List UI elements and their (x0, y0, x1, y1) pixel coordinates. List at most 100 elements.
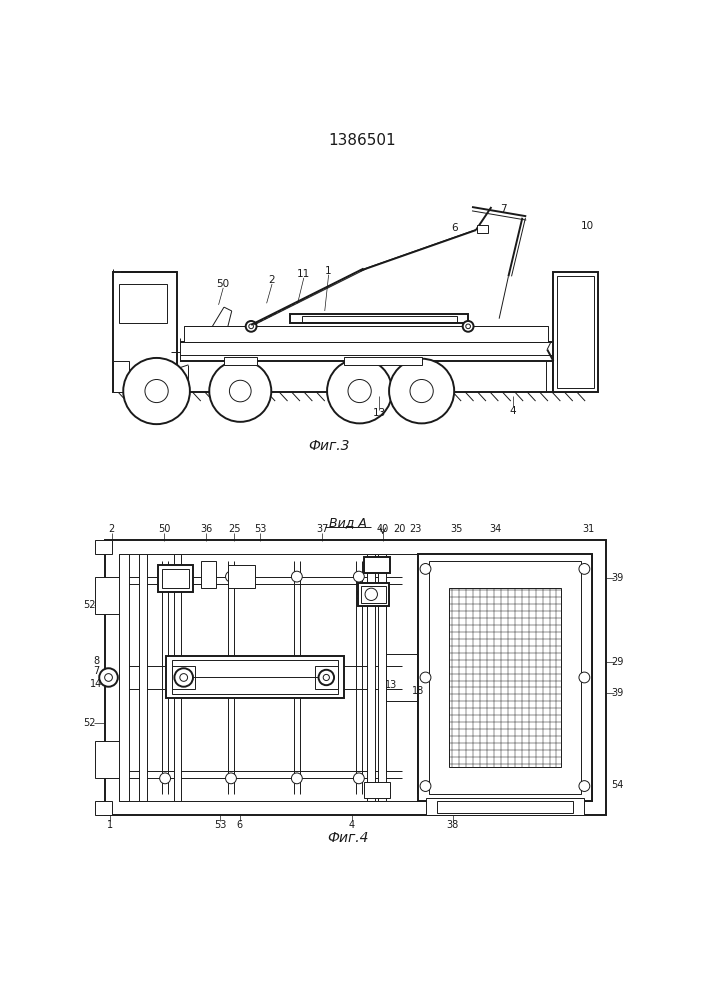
Circle shape (123, 358, 190, 424)
Text: 56: 56 (355, 591, 368, 601)
Circle shape (291, 773, 303, 784)
Bar (162, 569, 189, 588)
Text: 53: 53 (255, 524, 267, 534)
Text: 54: 54 (612, 780, 624, 790)
Circle shape (105, 674, 112, 681)
Text: 6: 6 (236, 820, 243, 830)
Bar (301, 316, 457, 322)
Text: 52: 52 (83, 600, 96, 610)
Text: 18: 18 (194, 665, 207, 675)
Text: 23: 23 (409, 524, 421, 534)
Text: 34: 34 (489, 524, 501, 534)
Circle shape (145, 379, 168, 403)
Text: 35: 35 (450, 524, 462, 534)
Bar (361, 586, 386, 603)
Circle shape (389, 359, 454, 423)
Bar (95, 801, 112, 815)
Text: 15: 15 (260, 688, 273, 698)
Bar (224, 357, 257, 365)
Bar (119, 554, 129, 801)
Bar (172, 666, 195, 689)
Bar (174, 554, 182, 801)
Text: 25: 25 (228, 524, 240, 534)
Circle shape (579, 564, 590, 574)
Text: 8: 8 (93, 656, 99, 666)
Bar (358, 583, 389, 606)
Bar (426, 798, 585, 815)
Text: 39: 39 (612, 573, 624, 583)
Circle shape (175, 668, 193, 687)
Text: 20: 20 (394, 524, 406, 534)
Text: 1: 1 (107, 820, 113, 830)
Text: 14: 14 (90, 679, 103, 689)
Circle shape (420, 564, 431, 574)
Text: 40: 40 (377, 524, 389, 534)
Circle shape (160, 773, 170, 784)
Circle shape (246, 321, 257, 332)
Text: 10: 10 (581, 221, 594, 231)
Bar (95, 540, 112, 554)
Text: 1386501: 1386501 (328, 133, 396, 148)
Circle shape (466, 324, 470, 329)
Text: 6: 6 (451, 223, 457, 233)
Bar (344, 357, 421, 365)
Bar (557, 276, 595, 388)
Text: 4: 4 (510, 406, 516, 416)
Text: 7: 7 (93, 666, 99, 676)
Text: 31: 31 (582, 524, 595, 534)
Circle shape (579, 672, 590, 683)
Bar (95, 741, 127, 778)
Bar (119, 554, 592, 801)
Text: 39: 39 (612, 688, 624, 698)
Text: 53: 53 (214, 820, 226, 830)
Bar (113, 361, 129, 392)
Bar (477, 225, 489, 233)
Bar (201, 561, 216, 588)
Text: 2: 2 (269, 275, 275, 285)
Circle shape (354, 571, 364, 582)
Bar (228, 565, 255, 588)
Circle shape (462, 321, 474, 332)
Circle shape (579, 781, 590, 791)
Text: Фиг.4: Фиг.4 (327, 831, 369, 845)
Circle shape (410, 379, 433, 403)
Bar (449, 588, 561, 767)
Bar (184, 326, 548, 342)
Circle shape (319, 670, 334, 685)
Circle shape (327, 359, 392, 423)
Bar (158, 565, 193, 592)
Circle shape (249, 324, 253, 329)
Text: 19: 19 (315, 688, 327, 698)
Text: 7: 7 (500, 204, 506, 214)
Text: 18: 18 (291, 686, 304, 696)
Bar (290, 314, 468, 323)
Bar (378, 554, 386, 801)
Circle shape (180, 674, 187, 681)
Bar (554, 272, 598, 392)
Text: 36: 36 (200, 524, 212, 534)
Circle shape (323, 674, 329, 681)
Bar (166, 656, 344, 698)
Circle shape (209, 360, 271, 422)
Text: 38: 38 (447, 820, 459, 830)
Text: 52: 52 (83, 718, 96, 728)
Bar (315, 666, 338, 689)
Bar (95, 577, 127, 614)
Bar (105, 540, 606, 815)
Text: 5: 5 (306, 689, 312, 699)
Circle shape (230, 380, 251, 402)
Text: 1: 1 (325, 266, 332, 276)
Bar (172, 660, 338, 694)
Text: 18: 18 (411, 686, 424, 696)
Circle shape (420, 781, 431, 791)
Text: 50: 50 (158, 524, 170, 534)
Bar (363, 782, 390, 798)
Circle shape (291, 571, 303, 582)
Text: Вид А: Вид А (329, 516, 367, 529)
Text: 2: 2 (108, 524, 115, 534)
Bar (139, 554, 146, 801)
Text: 37: 37 (316, 524, 329, 534)
Text: 13: 13 (385, 680, 397, 690)
Circle shape (226, 773, 236, 784)
Bar (437, 801, 573, 813)
